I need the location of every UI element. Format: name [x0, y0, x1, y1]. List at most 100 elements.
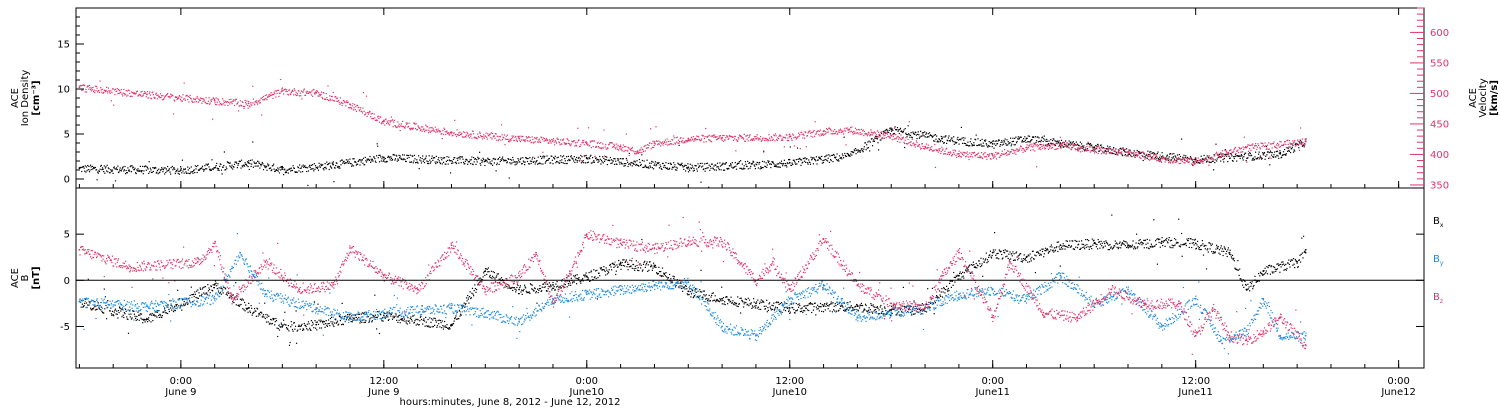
- data-point: [1101, 146, 1103, 148]
- data-point: [977, 156, 979, 158]
- data-point: [983, 139, 986, 141]
- data-point: [98, 170, 101, 172]
- data-point: [336, 321, 338, 324]
- data-point: [360, 161, 362, 163]
- data-point: [462, 158, 464, 160]
- data-point: [1137, 155, 1139, 157]
- data-point: [466, 131, 468, 133]
- data-point: [584, 162, 587, 164]
- data-point: [97, 90, 99, 92]
- data-point: [127, 332, 130, 334]
- data-point: [331, 167, 333, 169]
- data-point: [334, 167, 336, 169]
- data-point: [211, 98, 213, 100]
- data-point: [1114, 153, 1116, 155]
- data-point: [572, 141, 574, 143]
- data-point: [222, 98, 224, 100]
- data-point: [328, 319, 330, 321]
- data-point: [743, 138, 745, 140]
- data-point: [1156, 153, 1158, 155]
- data-point: [284, 311, 286, 313]
- data-point: [568, 158, 570, 160]
- data-point: [810, 135, 812, 137]
- data-point: [1118, 152, 1120, 154]
- data-point: [261, 161, 263, 164]
- data-point: [474, 288, 476, 290]
- data-point: [164, 96, 166, 98]
- data-point: [928, 132, 931, 134]
- data-point: [1291, 148, 1293, 150]
- data-point: [532, 142, 534, 144]
- data-point: [506, 286, 508, 288]
- data-point: [920, 135, 922, 137]
- data-point: [1214, 162, 1216, 164]
- data-point: [573, 156, 575, 158]
- series-value-marker: [1093, 146, 1096, 149]
- data-point: [921, 143, 923, 145]
- data-point: [340, 102, 342, 104]
- data-point: [1196, 160, 1198, 162]
- data-point: [352, 319, 354, 321]
- data-point: [312, 164, 314, 166]
- data-point: [1269, 150, 1271, 152]
- data-point: [600, 163, 602, 165]
- data-point: [1295, 142, 1297, 144]
- data-point: [332, 161, 334, 163]
- data-point: [933, 134, 935, 136]
- data-point: [1160, 156, 1163, 158]
- data-point: [201, 288, 204, 290]
- data-point: [442, 328, 445, 330]
- data-point: [483, 134, 485, 136]
- data-point: [999, 145, 1001, 147]
- data-point: [1259, 148, 1261, 150]
- data-point: [1292, 144, 1294, 146]
- data-point: [142, 165, 144, 167]
- data-point: [95, 90, 97, 92]
- data-point: [97, 171, 99, 173]
- data-point: [1008, 150, 1010, 152]
- data-point: [318, 319, 320, 321]
- data-point: [341, 324, 343, 326]
- data-point: [1297, 139, 1299, 141]
- data-point: [313, 92, 315, 94]
- data-point: [837, 159, 839, 161]
- data-point: [1104, 150, 1106, 152]
- data-point: [676, 167, 678, 169]
- data-point: [1159, 159, 1161, 161]
- data-point: [590, 140, 592, 142]
- data-point: [1043, 135, 1045, 137]
- data-point: [649, 142, 651, 144]
- data-point: [141, 318, 143, 321]
- data-point: [514, 288, 516, 290]
- data-point: [1003, 153, 1005, 155]
- data-point: [746, 165, 748, 168]
- data-point: [695, 139, 697, 141]
- data-point: [708, 139, 710, 141]
- data-point: [790, 138, 793, 140]
- data-point: [209, 292, 211, 294]
- data-point: [752, 160, 754, 162]
- data-point: [374, 294, 376, 296]
- data-point: [946, 147, 948, 149]
- data-point: [418, 168, 420, 170]
- data-point: [640, 147, 642, 149]
- data-point: [1245, 146, 1247, 148]
- data-point: [658, 140, 660, 142]
- data-point: [191, 171, 194, 173]
- data-point: [214, 102, 216, 104]
- data-point: [1293, 149, 1295, 151]
- data-point: [119, 307, 121, 309]
- data-point: [505, 138, 507, 140]
- data-point: [420, 315, 422, 317]
- data-point: [988, 144, 990, 147]
- data-point: [1262, 152, 1264, 154]
- data-point: [764, 166, 767, 168]
- data-point: [1111, 149, 1113, 151]
- data-point: [613, 158, 615, 160]
- series-value-marker: [941, 137, 943, 140]
- data-point: [192, 172, 194, 174]
- data-point: [1011, 149, 1013, 151]
- data-point: [814, 121, 816, 123]
- data-point: [217, 99, 220, 101]
- data-point: [219, 291, 221, 293]
